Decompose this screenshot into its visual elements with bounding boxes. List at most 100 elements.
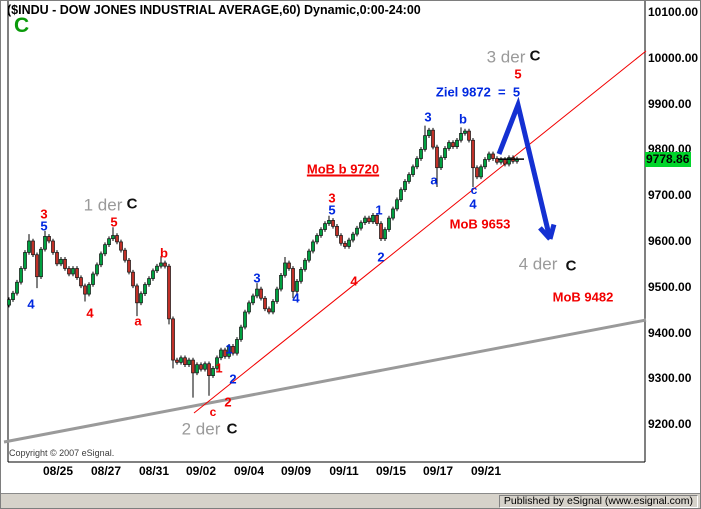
date-axis-label: 08/25 [42,464,74,478]
wave-annotation: 3 der [486,47,526,67]
wave-annotation: 4 [292,290,300,306]
price-axis-label: 9900.00 [648,96,692,111]
candlestick [479,166,483,178]
candlestick [47,236,51,242]
price-axis-label: 9400.00 [648,325,692,340]
candlestick [491,153,495,159]
wave-annotation: 3 [424,109,432,125]
date-axis-label: 08/27 [90,464,122,478]
candlestick [367,217,371,223]
candlestick [319,229,323,236]
date-axis-label: 09/15 [375,464,407,478]
wave-annotation: 2 [377,249,385,265]
candlestick [311,241,315,252]
candlestick [71,268,75,275]
wave-annotation: 5 [328,202,336,218]
wave-annotation: 1 [215,360,223,376]
candlestick [331,220,335,227]
wave-annotation: 2 der [181,419,221,439]
candlestick [135,285,139,304]
publisher-label: Published by eSignal (www.esignal.com) [498,495,698,508]
candlestick [503,159,507,165]
candlestick [427,129,431,137]
candlestick [475,167,479,178]
candlestick [323,223,327,230]
candlestick [51,240,55,253]
candlestick [59,258,63,265]
price-axis-label: 9700.00 [648,188,692,203]
candlestick [363,217,367,224]
wave-annotation: Ziel 9872 = 5 [435,84,521,100]
candlestick [239,326,243,340]
candlestick [131,271,135,287]
candlestick [55,252,59,265]
candlestick [483,159,487,168]
candlestick [275,288,279,302]
candlestick [15,281,19,294]
wave-annotation: a [430,172,438,188]
candlestick [287,262,291,269]
candlestick [327,220,331,224]
date-axis-label: 09/17 [422,464,454,478]
candlestick [215,357,219,369]
candlestick [271,301,275,313]
candlestick [195,364,199,374]
gray-channel-line [3,318,647,444]
candlestick [159,262,163,267]
candlestick [27,240,31,253]
candlestick [87,284,91,295]
candlestick [223,349,227,357]
candlestick [279,274,283,290]
wave-annotation: 1 [225,341,233,357]
candlestick [63,258,67,269]
wave-annotation: 4 [86,305,94,321]
candlestick [447,142,451,149]
wave-annotation: c [209,405,217,419]
date-axis-label: 09/04 [233,464,265,478]
candlestick [11,292,15,300]
candlestick [183,357,187,366]
candlestick [339,235,343,244]
candlestick [335,225,339,236]
candlestick [115,235,119,243]
candlestick [395,199,399,210]
candlestick [359,222,363,229]
candlestick [299,269,303,282]
wave-annotation: C [565,257,577,275]
candlestick [415,158,419,168]
candlestick [191,359,195,374]
candlestick [43,236,47,250]
candlestick [443,148,447,158]
date-axis-label: 08/31 [138,464,170,478]
price-axis-label: 9600.00 [648,233,692,248]
candlestick [227,345,231,357]
candlestick [23,252,27,269]
candlestick [187,359,191,366]
candlestick [231,345,235,354]
copyright-note: Copyright © 2007 eSignal. [9,448,115,458]
candlestick [439,157,443,169]
wave-annotation: 3 [40,206,48,222]
candlestick [247,302,251,313]
candlestick [155,265,159,272]
wave-annotation: 5 [40,218,48,234]
candlestick [19,268,23,283]
candlestick [267,308,271,313]
price-axis-label: 9200.00 [648,417,692,432]
candlestick [295,280,299,292]
candlestick [179,357,183,363]
wave-annotation: a [134,313,142,329]
wave-annotation: MoB 9653 [449,216,511,232]
candlestick [211,367,215,376]
candlestick [399,189,403,201]
wave-annotation: b [160,245,168,261]
candlestick [219,349,223,359]
candlestick [91,273,95,285]
candlestick [207,363,211,376]
price-axis-label: 10100.00 [648,4,699,19]
forecast-arrow [496,96,553,240]
candlestick [403,181,407,191]
candlestick [255,288,259,297]
